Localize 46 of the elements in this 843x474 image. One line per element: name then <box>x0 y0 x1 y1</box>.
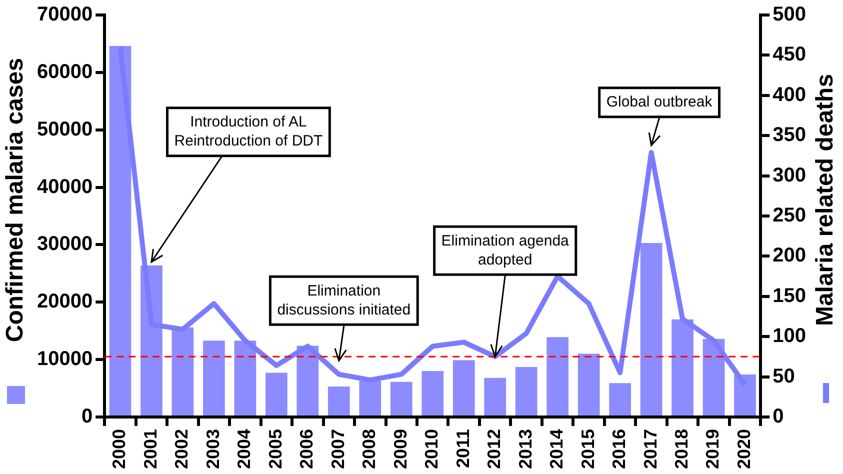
annotation: Elimination agenda adopted <box>441 232 570 268</box>
y-tick-label: 10000 <box>36 348 93 370</box>
y2-tick-label: 250 <box>772 204 806 226</box>
y2-tick-label: 200 <box>772 244 806 267</box>
y2-tick-label: 500 <box>772 4 806 26</box>
y-axis-title: Confirmed malaria cases <box>2 58 29 342</box>
x-tick-label: 2008 <box>359 428 380 470</box>
y2-axis-title: Malaria related deaths <box>812 74 839 326</box>
x-tick-label: 2011 <box>452 428 473 468</box>
x-tick-label: 2009 <box>390 428 410 470</box>
x-tick-label: 2001 <box>140 428 160 470</box>
x-tick-label: 2003 <box>202 428 223 470</box>
x-tick-label: 2018 <box>672 428 692 470</box>
y-tick-label: 70000 <box>36 4 93 26</box>
x-tick-label: 2007 <box>328 428 348 470</box>
y2-tick-label: 300 <box>772 164 806 186</box>
y2-tick-label: 100 <box>772 325 806 348</box>
x-tick-label: 2002 <box>172 428 192 470</box>
x-tick-label: 2014 <box>546 428 567 470</box>
x-tick-label: 2013 <box>515 428 536 470</box>
y2-tick-label: 150 <box>772 284 806 307</box>
y-tick-label: 30000 <box>36 233 93 256</box>
y-tick-label: 0 <box>81 405 93 428</box>
x-tick-label: 2019 <box>702 428 723 470</box>
x-tick-label: 2006 <box>296 428 317 470</box>
y2-tick-label: 400 <box>772 84 806 106</box>
x-tick-label: 2016 <box>609 428 630 470</box>
x-tick-label: 2005 <box>265 428 286 470</box>
y2-tick-label: 50 <box>772 365 795 388</box>
y2-tick-label: 350 <box>772 124 806 146</box>
x-tick-label: 2012 <box>484 428 504 470</box>
y-tick-label: 40000 <box>36 176 93 198</box>
x-tick-label: 2015 <box>578 428 598 470</box>
y2-tick-label: 450 <box>772 44 806 66</box>
x-tick-label: 2017 <box>640 428 660 470</box>
y2-tick-label: 0 <box>772 405 784 428</box>
x-tick-label: 2004 <box>234 428 254 470</box>
y-tick-label: 20000 <box>36 290 93 313</box>
x-tick-label: 2010 <box>422 428 442 470</box>
y-tick-label: 60000 <box>36 60 93 83</box>
x-tick-label: 2020 <box>734 428 754 470</box>
annotation: Introduction of AL Reintroduction of DDT <box>174 114 323 150</box>
x-tick-label: 2000 <box>109 428 130 470</box>
annotation: Global outbreak <box>606 93 713 110</box>
y-tick-label: 50000 <box>36 118 93 140</box>
annotation: Elimination discussions initiated <box>277 282 411 318</box>
